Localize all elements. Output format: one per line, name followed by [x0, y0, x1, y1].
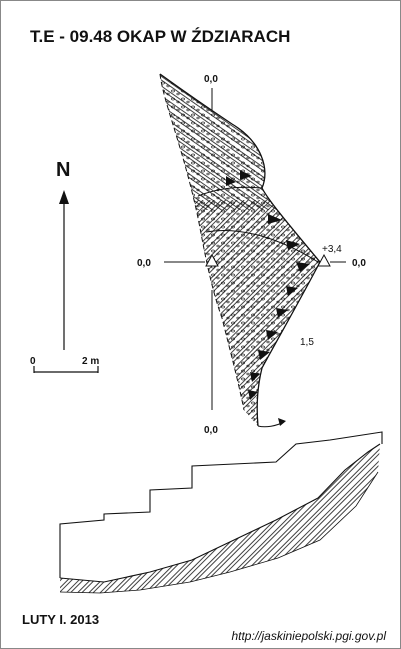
survey-date: LUTY I. 2013 — [22, 612, 99, 627]
level-right: 0,0 — [352, 258, 366, 269]
level-depth: 1,5 — [300, 337, 314, 348]
reference-lines — [164, 88, 346, 410]
north-arrow: N — [56, 159, 70, 350]
scale-bar: 0 2 m — [30, 356, 99, 373]
level-top: 0,0 — [204, 74, 218, 85]
scale-end-label: 2 m — [82, 356, 99, 367]
plan-right-wall — [159, 73, 321, 427]
survey-station-right — [317, 253, 331, 267]
section-ceiling — [59, 431, 383, 578]
level-right-peak: +3,4 — [322, 244, 342, 255]
scale-zero-label: 0 — [30, 356, 36, 367]
section-floor — [59, 443, 381, 583]
level-bottom: 0,0 — [204, 425, 218, 436]
source-url: http://jaskiniepolski.pgi.gov.pl — [231, 629, 386, 643]
slope-marks — [226, 170, 310, 400]
north-label: N — [56, 159, 70, 181]
level-left: 0,0 — [137, 258, 151, 269]
plan-left-wall — [159, 73, 245, 411]
survey-station-left — [205, 253, 219, 267]
map-title: T.E - 09.48 OKAP W ŹDZIARACH — [30, 27, 290, 46]
